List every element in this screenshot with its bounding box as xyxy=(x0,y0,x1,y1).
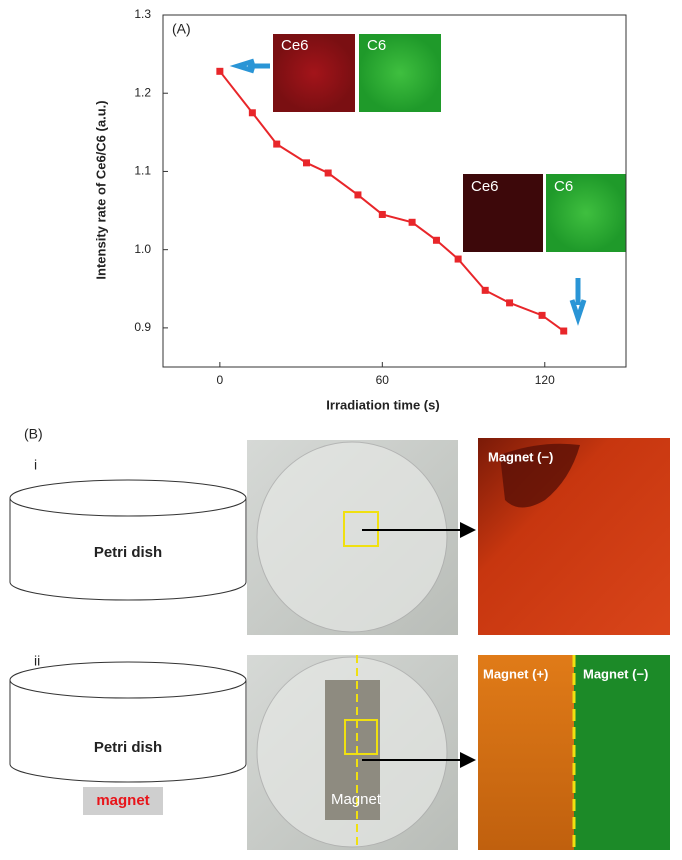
point xyxy=(481,286,489,294)
dish-photo xyxy=(256,441,448,633)
fluorescence-image xyxy=(478,655,574,850)
dish-label: Petri dish xyxy=(94,544,162,561)
point xyxy=(354,191,362,199)
image-label: Magnet (−) xyxy=(583,666,648,681)
dish-body xyxy=(9,680,247,783)
plot-frame xyxy=(162,14,627,368)
y-tick-label: 1.2 xyxy=(134,85,151,99)
y-tick-label: 0.9 xyxy=(134,320,151,334)
dish-top xyxy=(9,479,247,517)
magnet-label: magnet xyxy=(96,792,149,809)
inset-image xyxy=(359,34,441,112)
y-tick-label: 1.1 xyxy=(134,164,151,178)
series-line xyxy=(219,70,565,332)
point xyxy=(248,109,256,117)
inset-image xyxy=(546,174,626,252)
photo-label: Magnet xyxy=(331,791,382,808)
arrow xyxy=(229,58,270,74)
inset-image xyxy=(463,174,543,252)
row-label: i xyxy=(34,457,37,473)
point xyxy=(454,255,462,263)
panel-label: (B) xyxy=(24,426,43,442)
row-label: ii xyxy=(34,653,40,669)
point xyxy=(216,67,224,75)
y-tick-label: 1.0 xyxy=(134,242,151,256)
x-tick-label: 120 xyxy=(535,373,555,387)
point xyxy=(432,236,440,244)
arrow xyxy=(569,278,587,326)
inset-label: C6 xyxy=(554,178,573,195)
image-label: Magnet (+) xyxy=(483,666,548,681)
inset-image xyxy=(273,34,355,112)
point xyxy=(538,311,546,319)
point xyxy=(273,140,281,148)
fluorescence-image xyxy=(574,655,670,850)
inset-label: Ce6 xyxy=(281,37,309,54)
dish-label: Petri dish xyxy=(94,739,162,756)
panel-label: (A) xyxy=(172,21,191,37)
y-tick-label: 1.3 xyxy=(134,7,151,21)
point xyxy=(408,218,416,226)
void xyxy=(500,443,580,508)
point xyxy=(506,299,514,307)
dish-body xyxy=(9,498,247,601)
inset-label: C6 xyxy=(367,37,386,54)
roi xyxy=(344,719,378,755)
magnet-photo xyxy=(325,680,380,820)
x-axis-label: Irradiation time (s) xyxy=(326,397,439,412)
point xyxy=(303,159,311,167)
x-tick-label: 0 xyxy=(217,373,224,387)
point xyxy=(560,327,568,335)
image-label: Magnet (−) xyxy=(488,449,553,464)
inset-label: Ce6 xyxy=(471,178,499,195)
y-axis-label: Intensity rate of Ce6/C6 (a.u.) xyxy=(93,100,108,279)
x-tick-label: 60 xyxy=(376,373,390,387)
point xyxy=(324,169,332,177)
dish-top xyxy=(9,661,247,699)
point xyxy=(378,210,386,218)
magnet-block xyxy=(83,787,163,815)
